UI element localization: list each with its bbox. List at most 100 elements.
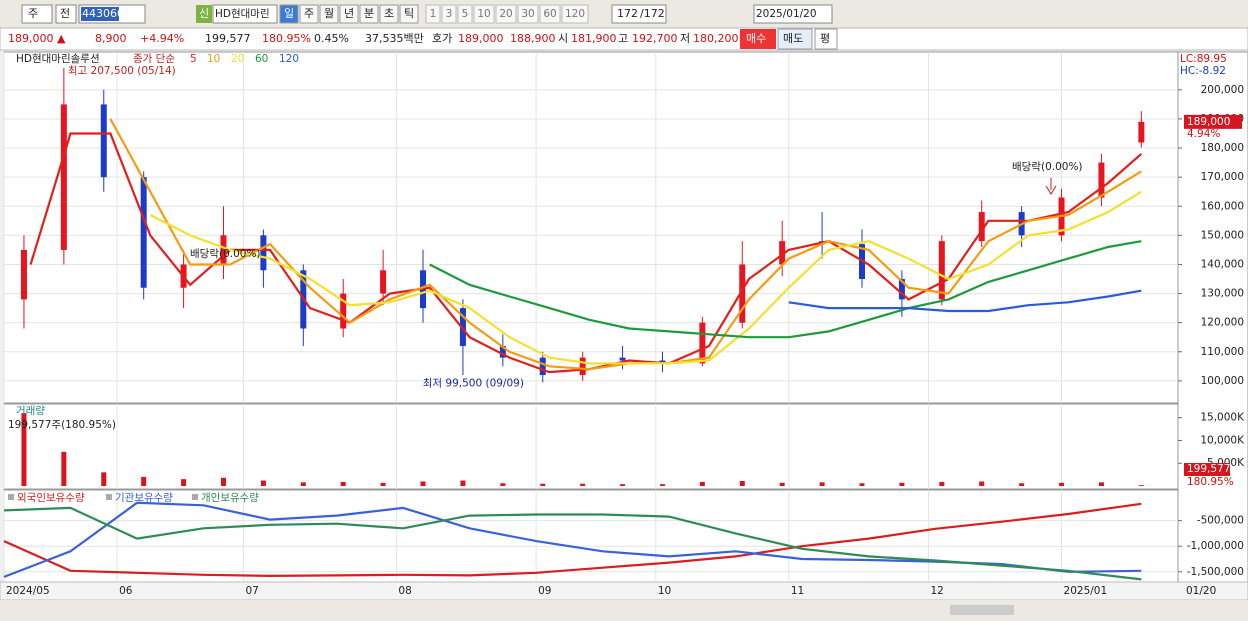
legend-swatch [192, 494, 198, 500]
shown: 172 [617, 7, 638, 20]
x-tick-label: 2024/05 [6, 585, 50, 597]
y-tick-label: 180,000 [1201, 142, 1244, 154]
volume-bar [141, 476, 147, 486]
last-price-box [1184, 114, 1242, 129]
last-volume-rate: 180.95% [1187, 476, 1234, 488]
count-button[interactable] [473, 4, 495, 24]
lc: LC:89.95 [1180, 53, 1227, 65]
date-box[interactable] [753, 4, 833, 24]
volume-bar [580, 483, 586, 486]
stock-name: HD현대마린 [215, 8, 270, 20]
legend-entry: 5 [190, 53, 197, 65]
volume-panel [3, 403, 1179, 490]
volume-bar [101, 472, 107, 486]
avg: 평 [820, 32, 830, 45]
moving-average [429, 240, 1142, 339]
x-tick-label: 08 [398, 585, 411, 597]
hc: HC:-8.92 [1180, 65, 1226, 77]
dividend-arrow [1045, 178, 1057, 195]
volume-bar [779, 482, 785, 486]
candle-body [1098, 162, 1105, 198]
interval-button[interactable] [359, 4, 379, 24]
low-annotation: 최저 99,500 (09/09) [423, 377, 524, 389]
legend-entry: 개인보유수량 [201, 492, 259, 504]
x-tick-label: 10 [658, 585, 671, 597]
scroll-thumb[interactable] [950, 605, 1014, 615]
candle-body [579, 357, 586, 376]
sell: 매도 [783, 32, 803, 45]
y-tick-label: 120,000 [1201, 317, 1244, 329]
y-tick-label: 150,000 [1201, 229, 1244, 241]
count-button[interactable] [517, 4, 539, 24]
count: 5 [462, 8, 469, 20]
count-button[interactable] [561, 4, 589, 24]
count-button[interactable] [425, 4, 441, 24]
x-tick-label: 2025/01 [1064, 585, 1108, 597]
candle-body [938, 241, 945, 300]
volume-bar [220, 477, 226, 486]
interval-button[interactable] [279, 4, 299, 24]
count-button[interactable] [495, 4, 517, 24]
volume-bar [1138, 485, 1144, 486]
candle-body [978, 212, 985, 242]
interval-button[interactable] [379, 4, 399, 24]
interval-button[interactable] [299, 4, 319, 24]
interval: 틱 [404, 7, 414, 20]
name-box [212, 4, 278, 24]
ask-label: 호가 [432, 32, 452, 45]
open: 181,900 [571, 32, 617, 45]
amount: 37,535백만 [365, 32, 424, 45]
scrollbar[interactable] [0, 600, 1248, 621]
buy-button[interactable] [740, 29, 776, 49]
interval-button[interactable] [339, 4, 359, 24]
badge-box [196, 5, 212, 23]
sell-button[interactable] [777, 28, 813, 50]
low-label: 저 [680, 32, 690, 45]
prev: 전 [60, 7, 70, 20]
interval-button[interactable] [319, 4, 339, 24]
count: 10 [477, 8, 490, 20]
value-axis [1177, 51, 1248, 583]
candle-body [220, 235, 227, 265]
volume-bar [939, 481, 945, 486]
rate: +4.94% [140, 32, 184, 45]
interval-button[interactable] [399, 4, 419, 24]
x-tick-label: 09 [538, 585, 551, 597]
volume-bar [540, 483, 546, 486]
candle-body [459, 308, 466, 346]
volume-bar [181, 479, 187, 486]
candle-body [499, 345, 506, 358]
volume-bar [979, 481, 985, 486]
volume-bar [340, 481, 346, 486]
y-tick-label: 100,000 [1201, 375, 1244, 387]
volume-bar [1098, 482, 1104, 486]
count-button[interactable] [441, 4, 457, 24]
date: 2025/01/20 [756, 8, 817, 20]
count-box [611, 4, 667, 24]
count: 120 [565, 8, 585, 20]
prev-button[interactable] [55, 4, 77, 24]
volume-bar [1059, 482, 1065, 486]
y-tick-label: -1,500,000 [1187, 566, 1244, 578]
price-panel [3, 51, 1179, 404]
volume-bar [61, 451, 67, 486]
count-button[interactable] [457, 4, 473, 24]
high: 192,700 [632, 32, 678, 45]
total: /172 [640, 7, 665, 20]
volume-bar [500, 483, 506, 486]
interval: 월 [324, 7, 334, 20]
low: 180,200 [693, 32, 739, 45]
candle-body [100, 104, 107, 178]
price: 189,000 ▲ [8, 32, 66, 45]
volume-bar [899, 482, 905, 486]
avg-button[interactable] [814, 28, 838, 50]
volume-bar [859, 483, 865, 486]
legend-title: 종가 단순 [133, 53, 175, 65]
candle-body [60, 104, 67, 250]
dividend-annotation: 배당락(0.00%) [190, 248, 261, 260]
volume-bar [460, 480, 466, 486]
legend-entry: 10 [207, 53, 220, 65]
period-select[interactable] [21, 4, 53, 24]
count-button[interactable] [539, 4, 561, 24]
